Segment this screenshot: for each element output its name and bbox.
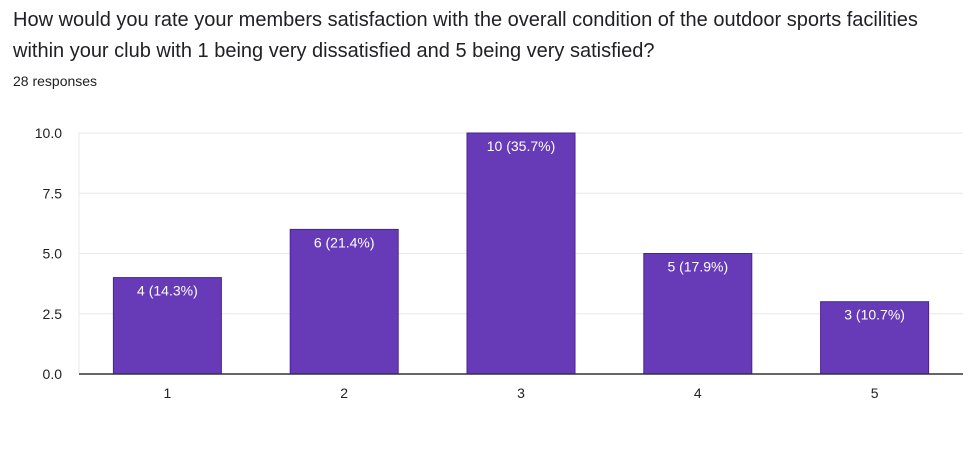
x-tick-label: 3 — [517, 385, 525, 401]
y-tick-label: 7.5 — [43, 185, 63, 201]
bar-data-label: 6 (21.4%) — [314, 234, 375, 250]
y-tick-label: 2.5 — [43, 306, 63, 322]
bar-data-label: 4 (14.3%) — [137, 283, 198, 299]
y-tick-label: 0.0 — [43, 366, 63, 382]
question-title: How would you rate your members satisfac… — [13, 9, 918, 62]
x-tick-label: 2 — [340, 385, 348, 401]
bar-data-label: 5 (17.9%) — [667, 259, 728, 275]
x-tick-label: 4 — [694, 385, 702, 401]
bar-1 — [112, 277, 222, 375]
bar-2 — [289, 228, 399, 375]
response-count: 28 responses — [13, 73, 98, 89]
x-tick-label: 5 — [871, 385, 879, 401]
y-tick-label: 10.0 — [35, 125, 62, 141]
y-tick-label: 5.0 — [43, 246, 63, 262]
bar-data-label: 10 (35.7%) — [487, 138, 555, 154]
bar-3 — [466, 132, 576, 375]
x-tick-label: 1 — [164, 385, 172, 401]
bar-data-label: 3 (10.7%) — [844, 307, 905, 323]
bar-4 — [643, 253, 753, 375]
